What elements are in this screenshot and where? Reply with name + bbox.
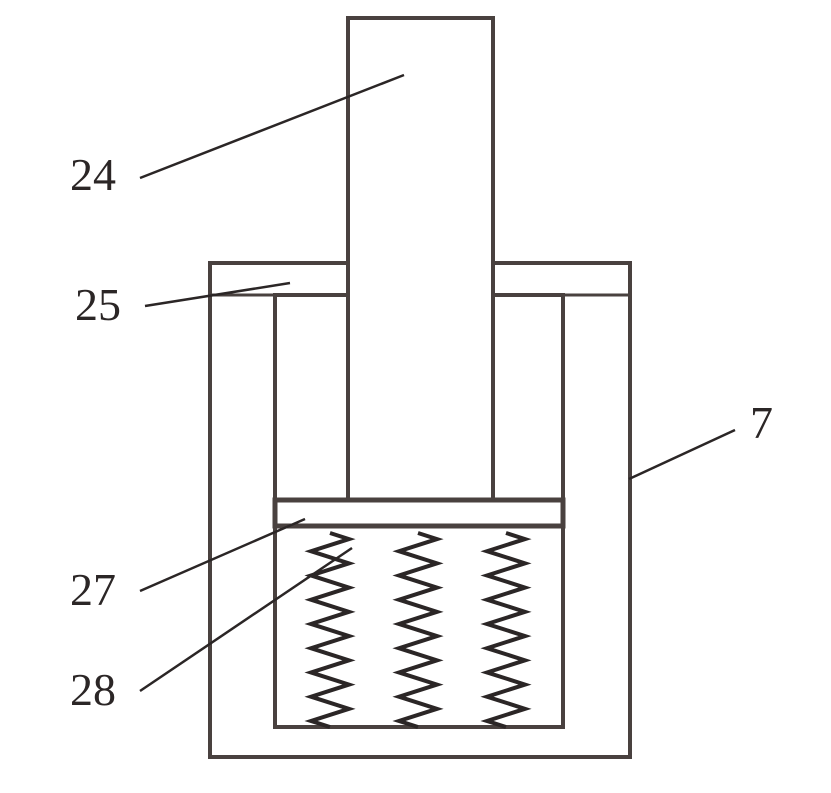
label-l24: 24	[70, 149, 116, 200]
piston-plate	[275, 500, 563, 526]
label-l27: 27	[70, 564, 116, 615]
leader-l27	[140, 519, 305, 591]
spring-3	[487, 533, 525, 727]
diagram-svg: 24 25 7 27 28	[0, 0, 831, 793]
plunger-rod	[348, 18, 493, 500]
label-l7: 7	[750, 397, 773, 448]
leader-l7	[629, 430, 735, 479]
label-l25: 25	[75, 279, 121, 330]
label-l28: 28	[70, 664, 116, 715]
spring-2	[399, 533, 437, 727]
